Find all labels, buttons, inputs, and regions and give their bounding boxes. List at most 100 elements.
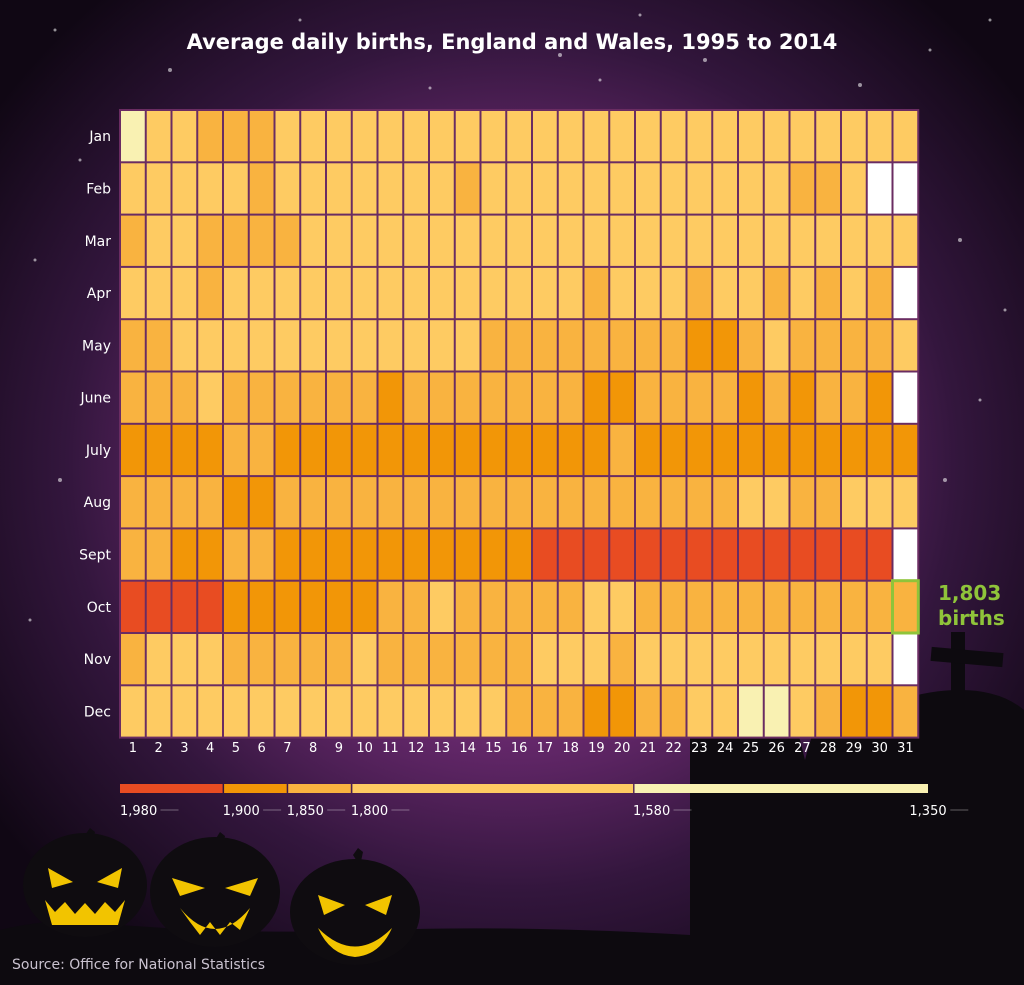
col-label-15: 15 bbox=[485, 741, 502, 756]
heatmap-cell-dec-6 bbox=[249, 686, 274, 737]
heatmap-cell-oct-10 bbox=[352, 581, 377, 632]
heatmap-cell-july-15 bbox=[481, 424, 506, 476]
heatmap-cell-nov-20 bbox=[610, 634, 634, 685]
col-label-9: 9 bbox=[335, 741, 343, 756]
row-label-oct: Oct bbox=[87, 600, 112, 616]
heatmap-cell-may-22 bbox=[661, 320, 686, 371]
heatmap-cell-june-31 bbox=[893, 372, 918, 423]
heatmap-cell-may-26 bbox=[764, 320, 789, 371]
heatmap-cell-june-27 bbox=[790, 372, 815, 423]
heatmap-cell-june-14 bbox=[455, 372, 480, 423]
legend-label-1: 1,900 bbox=[223, 804, 260, 819]
col-label-29: 29 bbox=[846, 741, 863, 756]
heatmap-cell-mar-6 bbox=[249, 215, 274, 266]
heatmap-cell-apr-25 bbox=[739, 267, 763, 319]
heatmap-cell-dec-13 bbox=[430, 686, 454, 737]
heatmap-cell-mar-13 bbox=[430, 215, 454, 266]
heatmap-cell-feb-3 bbox=[172, 163, 197, 214]
heatmap-cell-aug-19 bbox=[584, 477, 609, 528]
heatmap-cell-july-6 bbox=[249, 424, 274, 476]
heatmap-cell-aug-28 bbox=[816, 477, 840, 528]
heatmap-cell-oct-17 bbox=[533, 581, 557, 632]
heatmap-cell-july-9 bbox=[327, 424, 351, 476]
col-label-30: 30 bbox=[871, 741, 888, 756]
heatmap-cell-may-7 bbox=[275, 320, 300, 371]
col-label-4: 4 bbox=[206, 741, 214, 756]
heatmap-cell-aug-4 bbox=[198, 477, 222, 528]
heatmap-cell-apr-30 bbox=[867, 267, 892, 319]
heatmap-cell-dec-18 bbox=[558, 686, 583, 737]
row-label-june: June bbox=[80, 391, 112, 407]
heatmap-cell-mar-28 bbox=[816, 215, 840, 266]
heatmap-cell-mar-25 bbox=[739, 215, 763, 266]
heatmap-cell-jan-31 bbox=[893, 111, 918, 162]
heatmap-cell-may-9 bbox=[327, 320, 351, 371]
heatmap-cell-june-26 bbox=[764, 372, 789, 423]
pumpkin-icon bbox=[150, 832, 280, 947]
heatmap-cell-sept-19 bbox=[584, 529, 609, 580]
heatmap-cell-feb-20 bbox=[610, 163, 634, 214]
heatmap-cell-mar-29 bbox=[842, 215, 866, 266]
heatmap-cell-dec-10 bbox=[352, 686, 377, 737]
chart-title: Average daily births, England and Wales,… bbox=[186, 30, 838, 54]
heatmap-cell-feb-6 bbox=[249, 163, 274, 214]
heatmap-cell-oct-2 bbox=[146, 581, 171, 632]
heatmap-cell-nov-1 bbox=[121, 634, 145, 685]
heatmap-cell-dec-19 bbox=[584, 686, 609, 737]
heatmap-cell-jan-3 bbox=[172, 111, 197, 162]
heatmap-cell-aug-16 bbox=[507, 477, 531, 528]
heatmap-cell-apr-18 bbox=[558, 267, 583, 319]
heatmap-cell-aug-2 bbox=[146, 477, 171, 528]
heatmap-cell-aug-14 bbox=[455, 477, 480, 528]
heatmap-cell-may-14 bbox=[455, 320, 480, 371]
heatmap-cell-nov-8 bbox=[301, 634, 325, 685]
heatmap-cell-may-19 bbox=[584, 320, 609, 371]
heatmap-cell-dec-4 bbox=[198, 686, 222, 737]
heatmap-cell-aug-25 bbox=[739, 477, 763, 528]
heatmap-cell-july-7 bbox=[275, 424, 300, 476]
heatmap-cell-nov-4 bbox=[198, 634, 222, 685]
heatmap-cell-oct-18 bbox=[558, 581, 583, 632]
row-label-may: May bbox=[82, 338, 111, 354]
row-label-mar: Mar bbox=[85, 234, 112, 250]
heatmap-cell-oct-30 bbox=[867, 581, 892, 632]
heatmap-cell-jan-1 bbox=[121, 111, 145, 162]
heatmap-cell-oct-16 bbox=[507, 581, 531, 632]
heatmap-cell-july-14 bbox=[455, 424, 480, 476]
heatmap-cell-mar-14 bbox=[455, 215, 480, 266]
heatmap-cell-july-30 bbox=[867, 424, 892, 476]
heatmap-cell-june-23 bbox=[687, 372, 712, 423]
heatmap-cell-mar-18 bbox=[558, 215, 583, 266]
heatmap-cell-may-30 bbox=[867, 320, 892, 371]
heatmap-cell-oct-15 bbox=[481, 581, 506, 632]
heatmap-cell-may-28 bbox=[816, 320, 840, 371]
heatmap-cell-july-16 bbox=[507, 424, 531, 476]
heatmap-cell-sept-6 bbox=[249, 529, 274, 580]
heatmap-cell-july-27 bbox=[790, 424, 815, 476]
row-label-sept: Sept bbox=[79, 548, 111, 564]
heatmap-cell-may-10 bbox=[352, 320, 377, 371]
heatmap-cell-aug-20 bbox=[610, 477, 634, 528]
heatmap-cell-june-8 bbox=[301, 372, 325, 423]
heatmap-grid bbox=[119, 109, 920, 739]
heatmap-cell-feb-13 bbox=[430, 163, 454, 214]
heatmap-cell-dec-21 bbox=[636, 686, 660, 737]
heatmap-cell-apr-23 bbox=[687, 267, 712, 319]
col-label-22: 22 bbox=[665, 741, 682, 756]
col-label-11: 11 bbox=[382, 741, 399, 756]
heatmap-cell-feb-2 bbox=[146, 163, 171, 214]
heatmap-cell-jan-28 bbox=[816, 111, 840, 162]
heatmap-cell-nov-25 bbox=[739, 634, 763, 685]
heatmap-cell-oct-29 bbox=[842, 581, 866, 632]
heatmap-cell-feb-19 bbox=[584, 163, 609, 214]
heatmap-cell-aug-26 bbox=[764, 477, 789, 528]
heatmap-cell-apr-5 bbox=[224, 267, 248, 319]
heatmap-cell-feb-12 bbox=[404, 163, 428, 214]
heatmap-cell-dec-14 bbox=[455, 686, 480, 737]
heatmap-cell-oct-12 bbox=[404, 581, 428, 632]
heatmap-cell-dec-11 bbox=[378, 686, 403, 737]
heatmap-cell-mar-7 bbox=[275, 215, 300, 266]
col-label-5: 5 bbox=[232, 741, 240, 756]
heatmap-cell-dec-8 bbox=[301, 686, 325, 737]
heatmap-cell-apr-7 bbox=[275, 267, 300, 319]
